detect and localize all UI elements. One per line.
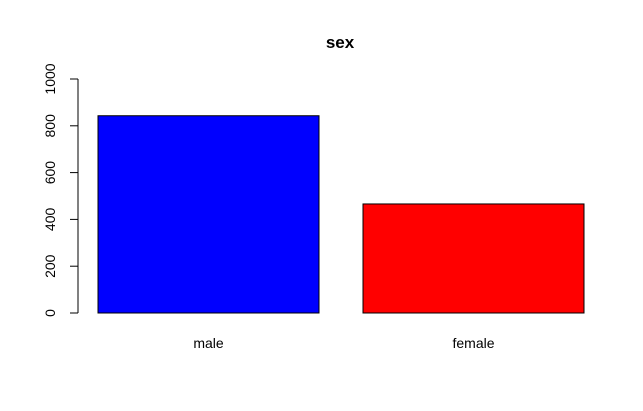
bar-male <box>97 115 320 314</box>
y-axis: 0 200 400 600 800 1000 <box>42 63 79 317</box>
chart-title: sex <box>326 33 355 52</box>
bar-female <box>362 203 585 314</box>
category-label-female: female <box>452 335 494 351</box>
category-label-male: male <box>193 335 224 351</box>
y-tick-label: 400 <box>42 208 58 232</box>
bars <box>97 115 585 314</box>
y-tick-label: 800 <box>42 114 58 138</box>
y-tick-label: 0 <box>42 309 58 317</box>
y-tick-label: 200 <box>42 254 58 278</box>
y-tick-label: 600 <box>42 161 58 185</box>
category-labels: male female <box>193 335 494 351</box>
y-tick-label: 1000 <box>42 63 58 94</box>
